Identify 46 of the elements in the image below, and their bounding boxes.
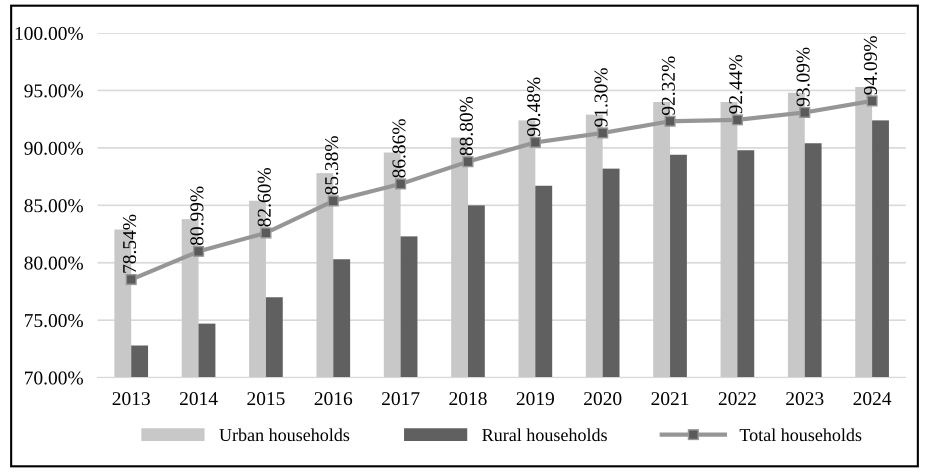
- data-label: 78.54%: [122, 214, 136, 273]
- point: [597, 127, 608, 139]
- x-tick-label: 2014: [180, 392, 218, 406]
- data-label: 88.80%: [460, 96, 473, 156]
- legend-label: Rural households: [482, 428, 607, 442]
- y-tick-label: 90.00%: [24, 142, 83, 155]
- point: [732, 114, 743, 126]
- y-tick-label: 70.00%: [24, 371, 83, 385]
- x-tick-label: 2019: [516, 392, 554, 406]
- y-tick-label: 80.00%: [24, 256, 83, 270]
- legend-label: Urban households: [219, 428, 350, 442]
- point: [866, 95, 878, 106]
- point: [462, 156, 474, 168]
- legend-label: Total households: [740, 428, 862, 442]
- point: [126, 274, 137, 286]
- x-tick-label: 2020: [584, 392, 622, 406]
- point: [530, 136, 541, 148]
- y-tick-label: 95.00%: [24, 84, 83, 98]
- data-label: 92.32%: [662, 56, 675, 116]
- x-tick-label: 2023: [786, 392, 824, 406]
- data-label: 80.99%: [190, 186, 204, 246]
- y-tick-label: 100.00%: [16, 26, 83, 40]
- x-tick-label: 2018: [449, 392, 487, 406]
- data-label: 90.48%: [527, 78, 540, 136]
- point: [328, 195, 339, 207]
- x-tick-label: 2017: [382, 392, 420, 406]
- x-tick-label: 2024: [854, 392, 892, 406]
- y-tick-label: 85.00%: [24, 199, 83, 212]
- y-tick-label: 75.00%: [24, 314, 83, 328]
- data-label: 91.30%: [594, 68, 608, 127]
- data-label: 85.38%: [325, 136, 338, 195]
- x-tick-label: 2015: [247, 392, 285, 406]
- x-tick-label: 2016: [314, 392, 352, 406]
- x-tick-label: 2021: [651, 392, 688, 406]
- data-label: 93.09%: [796, 48, 810, 106]
- point: [260, 227, 272, 238]
- point: [395, 178, 406, 190]
- data-label: 82.60%: [258, 168, 271, 227]
- point: [799, 106, 810, 118]
- x-tick-label: 2022: [718, 392, 756, 406]
- x-tick-label: 2013: [112, 392, 150, 406]
- data-label: 94.09%: [864, 36, 878, 95]
- data-label: 86.86%: [392, 119, 406, 178]
- point: [193, 246, 204, 257]
- data-label: 92.44%: [729, 55, 742, 114]
- point: [664, 116, 676, 127]
